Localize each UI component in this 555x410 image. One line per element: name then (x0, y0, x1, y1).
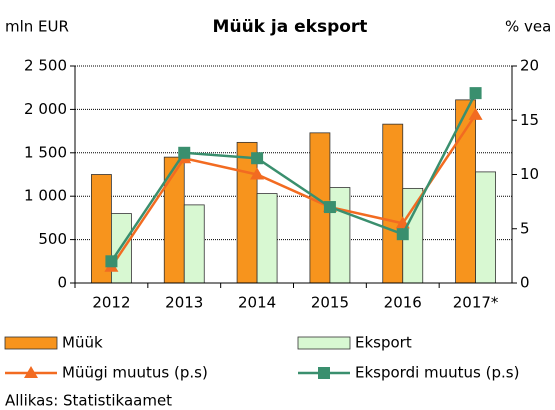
legend-marker (318, 367, 330, 379)
legend-label: Müük (62, 334, 103, 352)
y-tick-label: 1 500 (24, 143, 67, 161)
legend-marker (24, 366, 38, 378)
source: Allikas: Statistikaamet (5, 392, 172, 410)
marker (250, 167, 265, 180)
marker (251, 152, 264, 165)
bar (475, 171, 496, 284)
y2-tick-label: 20 (520, 57, 539, 75)
legend-label: Müügi muutus (p.s) (62, 364, 208, 382)
bar (183, 204, 205, 284)
legend-swatch (4, 336, 58, 350)
x-tick-label: 2014 (238, 294, 276, 312)
marker (469, 87, 482, 100)
legend-swatch (297, 336, 351, 350)
marker (468, 107, 483, 120)
marker (323, 201, 336, 214)
x-tick-label: 2012 (92, 294, 130, 312)
marker (105, 255, 118, 268)
y-tick-label: 1 000 (24, 187, 67, 205)
legend-label: Eksport (355, 334, 412, 352)
y-tick-label: 0 (57, 274, 67, 292)
x-tick-label: 2015 (311, 294, 349, 312)
line (110, 114, 477, 268)
y-tick-label: 2 000 (24, 100, 67, 118)
y2-tick-label: 5 (520, 219, 530, 237)
line (110, 92, 477, 262)
y-tick-label: 2 500 (24, 57, 67, 75)
bar (256, 193, 278, 284)
x-tick-label: 2017* (453, 294, 499, 312)
chart-title: Müük ja eksport (213, 17, 368, 37)
y2-tick-label: 10 (520, 165, 539, 183)
x-tick-label: 2016 (384, 294, 422, 312)
marker (396, 228, 409, 241)
y2-axis-label: % vea (505, 18, 551, 36)
bar (382, 123, 404, 284)
x-tick-label: 2013 (165, 294, 203, 312)
legend-label: Ekspordi muutus (p.s) (355, 364, 519, 382)
y2-tick-label: 15 (520, 111, 539, 129)
y-axis-label: mln EUR (5, 18, 69, 36)
marker (178, 146, 191, 159)
y2-tick-label: 0 (520, 274, 530, 292)
y-tick-label: 500 (38, 230, 67, 248)
